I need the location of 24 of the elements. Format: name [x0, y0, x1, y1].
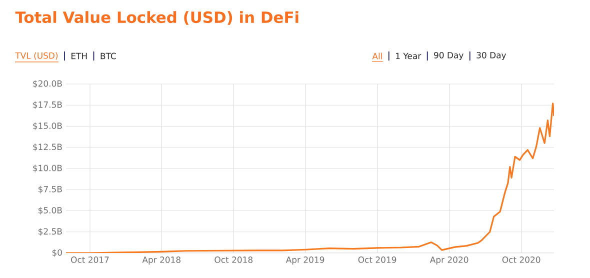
x-tick-label: Apr 2020	[430, 256, 468, 265]
text: All	[372, 52, 382, 60]
text: 1 Year	[396, 52, 422, 60]
x-tick-label: Apr 2018	[142, 256, 180, 265]
y-tick-label: $20.0B	[33, 80, 62, 88]
y-tick-label: $0	[52, 249, 62, 257]
y-tick-label: $7.5B	[38, 186, 62, 194]
x-tick-label: Oct 2019	[358, 256, 396, 263]
text: BTC	[100, 52, 116, 60]
text: 90 Day	[434, 52, 464, 60]
y-tick-label: $5.0B	[38, 206, 62, 215]
text: ETH	[72, 52, 87, 60]
y-tick-label: $12.5B	[33, 144, 62, 152]
y-tick-label: $17.5B	[33, 101, 62, 109]
x-tick-label: Oct 2018	[214, 256, 253, 263]
chart-title: Total Value Locked (USD) in DeFi	[15, 11, 298, 25]
text: TVL (USD)	[15, 52, 58, 60]
x-tick-label: Apr 2019	[286, 256, 324, 265]
y-tick-label: $2.5B	[38, 228, 62, 236]
y-tick-label: $10.0B	[33, 164, 62, 172]
x-tick-label: Oct 2017	[71, 256, 109, 263]
x-tick-label: Oct 2020	[502, 256, 540, 263]
y-tick-label: $15.0B	[33, 122, 62, 130]
text: 30 Day	[476, 52, 506, 60]
